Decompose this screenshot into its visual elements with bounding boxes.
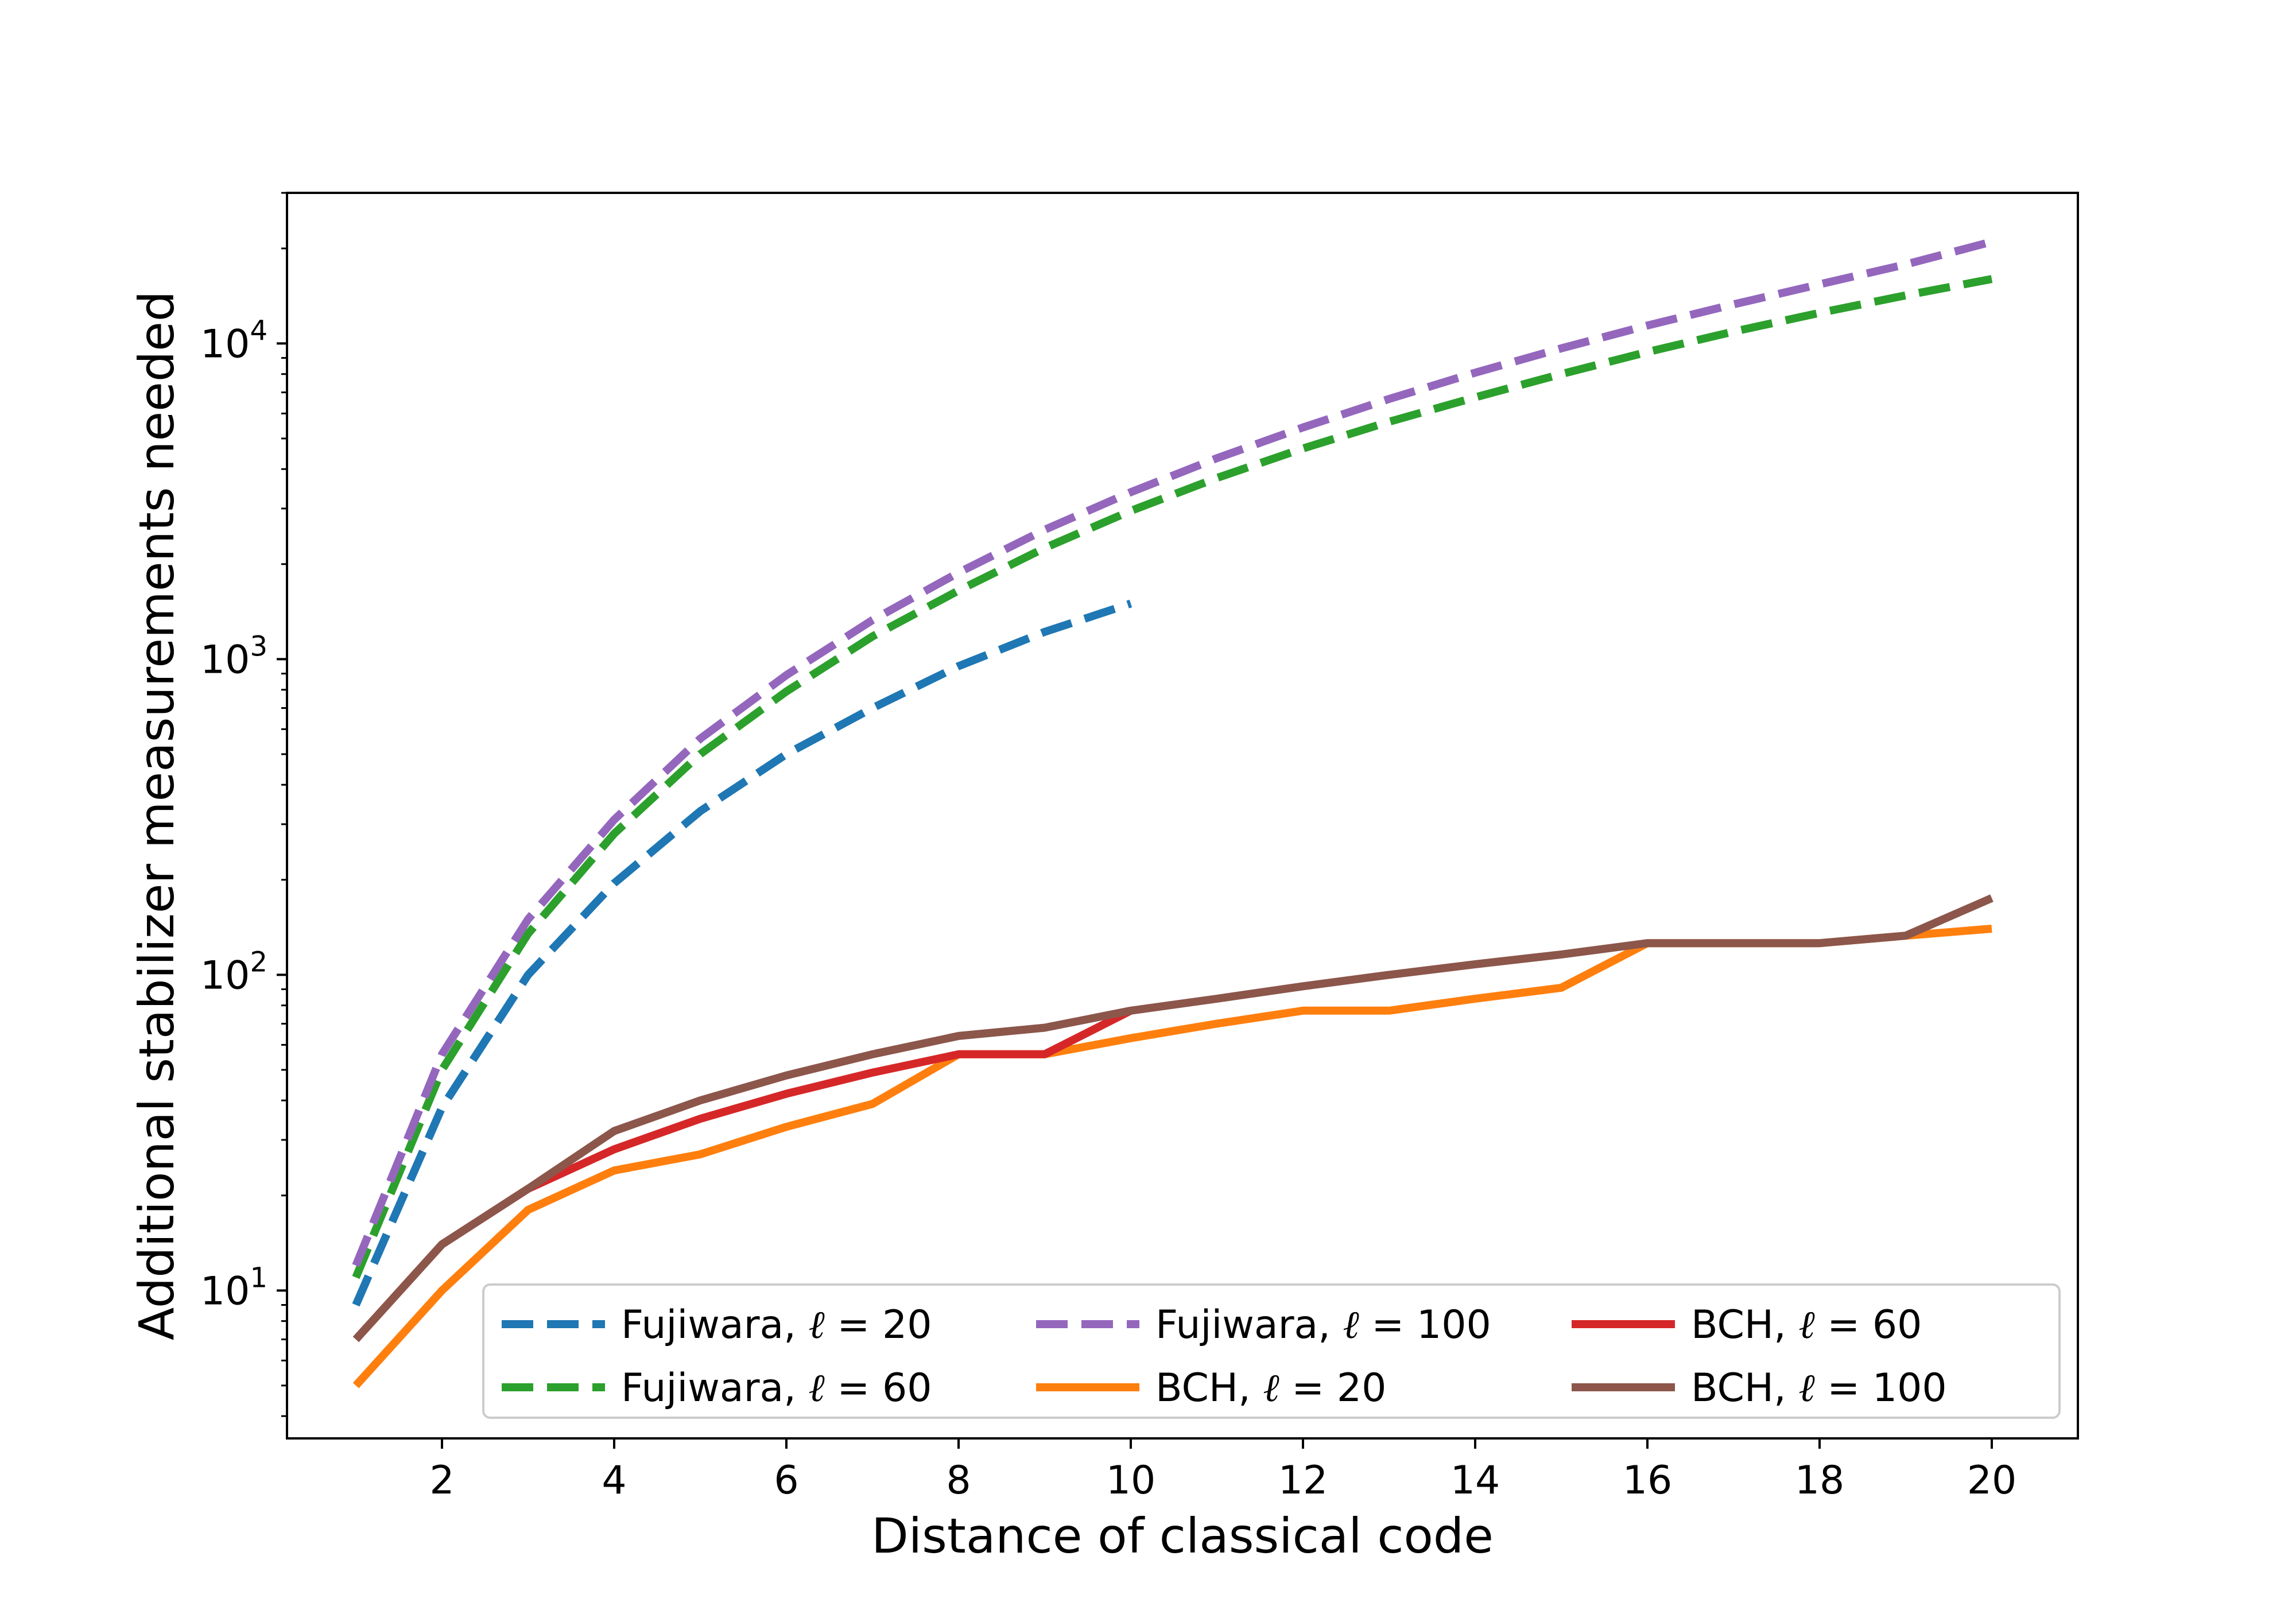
y-axis-title: Additional stabilizer measurements neede… xyxy=(129,291,185,1340)
series-line-5 xyxy=(352,238,1993,1267)
legend-label-3: Fujiwara, ℓ = 60 xyxy=(621,1365,932,1411)
series-layer xyxy=(352,238,1994,1388)
legend-label-5: Fujiwara, ℓ = 100 xyxy=(1155,1302,1491,1348)
legend: Fujiwara, ℓ = 20 Fujiwara, ℓ = 60 Fujiwara… xyxy=(482,1283,2061,1419)
x-tick-label: 18 xyxy=(1795,1458,1845,1503)
legend-label-1: Fujiwara, ℓ = 20 xyxy=(621,1302,932,1348)
x-tick-label: 14 xyxy=(1450,1458,1500,1503)
y-axis: 101 102 103 104 xyxy=(200,192,287,1417)
x-tick-label: 2 xyxy=(429,1458,454,1503)
y-tick-label: 103 xyxy=(200,630,267,682)
plot-area xyxy=(287,193,2078,1438)
x-tick-label: 6 xyxy=(774,1458,798,1503)
y-tick-label: 104 xyxy=(200,315,267,367)
legend-label-6: BCH, ℓ = 100 xyxy=(1691,1365,1947,1411)
plot-frame xyxy=(286,192,2079,1440)
series-line-3 xyxy=(352,275,1993,1279)
series-line-1 xyxy=(352,599,1133,1307)
x-tick-label: 12 xyxy=(1278,1458,1328,1503)
x-tick-label: 16 xyxy=(1623,1458,1673,1503)
x-tick-label: 20 xyxy=(1967,1458,2017,1503)
y-tick-label: 101 xyxy=(200,1262,267,1314)
x-tick-label: 10 xyxy=(1106,1458,1156,1503)
x-axis: 2 4 6 8 10 12 14 16 18 20 xyxy=(429,1438,2016,1503)
x-tick-label: 8 xyxy=(946,1458,971,1503)
y-tick-label: 102 xyxy=(200,946,267,998)
x-tick-label: 4 xyxy=(602,1458,626,1503)
series-line-6 xyxy=(352,894,1994,1343)
legend-label-4: BCH, ℓ = 60 xyxy=(1691,1302,1922,1348)
x-axis-title: Distance of classical code xyxy=(871,1508,1494,1564)
legend-label-2: BCH, ℓ = 20 xyxy=(1155,1365,1386,1411)
